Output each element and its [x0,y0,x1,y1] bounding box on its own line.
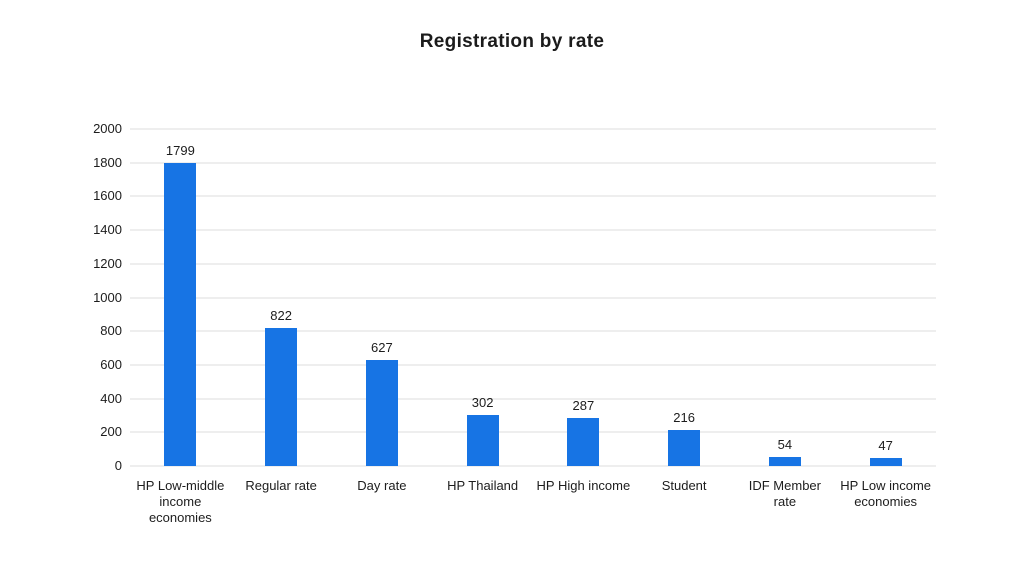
x-axis-category-label: IDF Member rate [748,478,821,509]
bar-value-label: 627 [371,340,393,356]
bar [869,458,902,466]
bar-value-label: 822 [270,307,292,323]
x-axis-category-label: HP Low-middle income economies [136,478,225,525]
x-axis-category-label: Day rate [357,478,407,493]
bar [164,162,197,466]
bar [265,327,298,466]
bar-value-label: 287 [572,397,595,413]
y-axis-tick-label: 600 [100,356,122,372]
y-axis-tick-label: 1800 [93,154,122,170]
bar [567,417,600,466]
y-gridline [130,229,936,232]
x-axis-category-label: HP Low income economies [840,478,932,509]
x-axis-category-label: HP Thailand [447,478,519,493]
y-gridline [130,431,936,434]
y-axis-tick-label: 0 [114,458,122,473]
y-gridline [130,128,936,130]
y-axis-tick-label: 1600 [93,188,122,204]
y-axis-tick-label: 400 [100,390,122,406]
x-axis-category-label: Student [661,478,707,493]
y-gridline [130,296,936,299]
bar-value-label: 1799 [165,142,195,158]
chart-title: Registration by rate [419,31,605,52]
y-axis-tick-label: 2000 [93,121,122,136]
plot-area: 0 200 400 600 800 1000 1200 1400 1600 1800 2000 179… [93,121,936,525]
bar [668,429,701,466]
y-axis-tick-label: 800 [100,323,122,339]
y-axis-tick-label: 200 [100,424,122,440]
y-axis-tick-label: 1400 [93,222,122,238]
bar [466,415,499,466]
bar [365,360,398,466]
y-gridline [130,465,936,467]
y-gridline [130,195,936,198]
y-axis-tick-label: 1000 [93,289,122,305]
y-gridline [130,262,936,265]
y-gridline [130,161,936,164]
bar-value-label: 302 [471,395,494,411]
y-gridline [130,397,936,400]
bar [768,456,801,466]
bar-value-label: 47 [878,438,893,454]
bar-value-label: 54 [777,436,793,452]
bar-value-label: 216 [673,409,695,425]
x-axis-category-label: HP High income [536,478,631,493]
x-axis-category-label: Regular rate [245,478,317,493]
y-axis-tick-label: 1200 [93,255,122,271]
y-gridline [130,330,936,333]
y-gridline [130,363,936,366]
